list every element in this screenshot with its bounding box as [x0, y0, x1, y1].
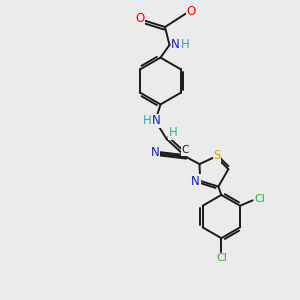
Text: N: N: [171, 38, 180, 52]
Text: O: O: [135, 12, 144, 25]
Text: H: H: [181, 38, 190, 52]
Text: Cl: Cl: [255, 194, 266, 204]
Text: S: S: [214, 149, 221, 162]
Text: N: N: [191, 175, 200, 188]
Text: O: O: [187, 5, 196, 19]
Text: C: C: [182, 145, 189, 155]
Text: N: N: [152, 114, 161, 128]
Text: H: H: [142, 114, 152, 128]
Text: H: H: [169, 126, 178, 140]
Text: Cl: Cl: [216, 253, 227, 263]
Text: N: N: [151, 146, 160, 159]
